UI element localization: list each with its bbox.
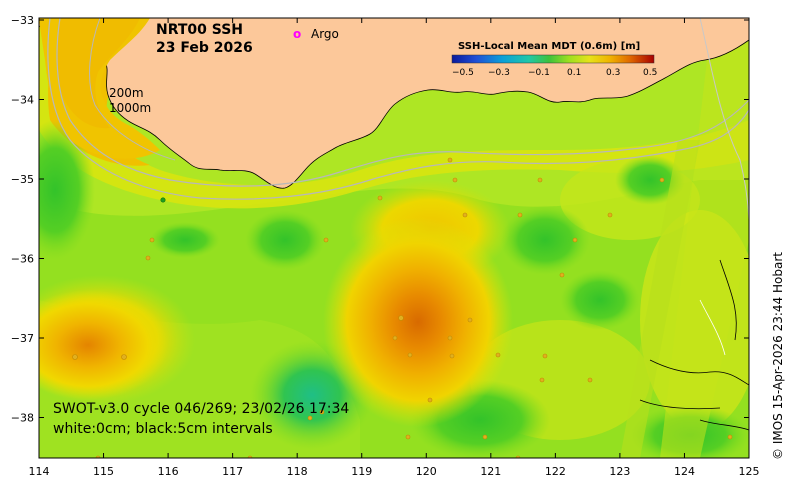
obs-point	[607, 212, 613, 218]
y-tick-label: −38	[11, 412, 34, 425]
swot-contour	[649, 359, 749, 386]
argo-marker-icon: o	[293, 27, 301, 41]
obs-point	[727, 434, 733, 440]
obs-point	[121, 354, 127, 360]
obs-point	[482, 434, 488, 440]
swot-contour	[699, 419, 749, 431]
ssh-low-green	[560, 270, 640, 330]
obs-point	[559, 272, 565, 278]
colorbar-tick: 0.5	[643, 68, 657, 78]
ssh-low-green	[39, 120, 95, 260]
colorbar-tick: −0.5	[452, 68, 474, 78]
y-tick-label: −36	[11, 253, 34, 266]
obs-point	[659, 177, 665, 183]
swot-caption-line1: SWOT-v3.0 cycle 046/269; 23/02/26 17:34	[53, 401, 349, 417]
colorbar-tick: 0.3	[606, 68, 620, 78]
map-plot-area	[39, 18, 749, 458]
x-tick-label: 120	[416, 465, 437, 478]
colorbar-bar	[451, 54, 655, 64]
colorbar-ticks: −0.5 −0.3 −0.1 0.1 0.3 0.5	[452, 68, 657, 78]
ssh-warm-eddy-west	[39, 290, 168, 400]
obs-point	[398, 315, 404, 321]
swot-swath	[620, 140, 700, 458]
obs-point	[539, 377, 545, 383]
imos-credit: © IMOS 15-Apr-2026 23:44 Hobart	[771, 252, 785, 460]
colorbar-tick: 0.1	[567, 68, 581, 78]
obs-point	[160, 197, 166, 203]
obs-point	[449, 353, 455, 359]
obs-point	[377, 195, 383, 201]
map-title-line2: 23 Feb 2026	[156, 40, 253, 56]
x-tick-label: 114	[29, 465, 50, 478]
y-tick-label: −33	[11, 14, 34, 27]
x-tick-label: 122	[545, 465, 566, 478]
ssh-shelf-yellow	[39, 18, 749, 209]
swot-contour-white	[699, 299, 726, 356]
obs-point	[462, 212, 468, 218]
obs-point	[542, 353, 548, 359]
x-tick-label: 124	[674, 465, 695, 478]
swot-contour	[719, 259, 737, 341]
ocean-nw-inner	[56, 18, 140, 129]
obs-point	[447, 335, 453, 341]
obs-point	[452, 177, 458, 183]
obs-point	[149, 237, 155, 243]
y-tick-label: −37	[11, 332, 34, 345]
argo-legend-label: Argo	[311, 27, 339, 41]
obs-point	[587, 377, 593, 383]
obs-point	[517, 212, 523, 218]
obs-point	[392, 335, 398, 341]
colorbar-title: SSH-Local Mean MDT (0.6m) [m]	[458, 41, 640, 52]
isobath-200m	[56, 18, 749, 187]
y-axis: −33 −34 −35 −36 −37 −38	[11, 14, 749, 425]
colorbar-tick: −0.3	[488, 68, 510, 78]
ssh-low-green	[245, 210, 325, 270]
ssh-low-green	[615, 155, 685, 205]
obs-point	[467, 317, 473, 323]
swot-contour	[639, 399, 721, 410]
swot-caption-line2: white:0cm; black:5cm intervals	[53, 421, 273, 437]
ssh-low-green	[500, 205, 590, 275]
x-tick-label: 117	[222, 465, 243, 478]
ssh-warm-eddy-main	[323, 217, 513, 427]
x-axis: 114 115 116 117 118 119 120 121 122 123 124 125	[29, 18, 760, 478]
y-tick-label: −35	[11, 173, 34, 186]
x-tick-label: 125	[739, 465, 760, 478]
obs-point	[319, 409, 325, 415]
obs-point	[72, 354, 78, 360]
plot-frame	[38, 17, 750, 459]
x-tick-label: 118	[287, 465, 308, 478]
x-tick-label: 119	[351, 465, 372, 478]
ssh-low-green	[150, 222, 220, 258]
y-tick-label: −34	[11, 94, 34, 107]
obs-point	[537, 177, 543, 183]
map-title-line1: NRT00 SSH	[156, 22, 243, 38]
obs-point	[495, 352, 501, 358]
obs-point	[572, 237, 578, 243]
obs-point	[405, 434, 411, 440]
obs-point	[407, 352, 413, 358]
x-tick-label: 115	[93, 465, 114, 478]
obs-point	[323, 237, 329, 243]
x-tick-label: 123	[609, 465, 630, 478]
colorbar-tick: −0.1	[528, 68, 550, 78]
obs-point	[427, 397, 433, 403]
obs-point	[145, 255, 151, 261]
isobath-label-200m: 200m	[109, 86, 144, 100]
isobath-1000m	[47, 18, 749, 200]
isobath-200m-b	[89, 18, 176, 161]
obs-point	[307, 415, 313, 421]
isobath-label-1000m: 1000m	[109, 101, 151, 115]
obs-point	[447, 157, 453, 163]
x-tick-label: 121	[480, 465, 501, 478]
x-tick-label: 116	[158, 465, 179, 478]
isobath-east	[699, 18, 749, 221]
